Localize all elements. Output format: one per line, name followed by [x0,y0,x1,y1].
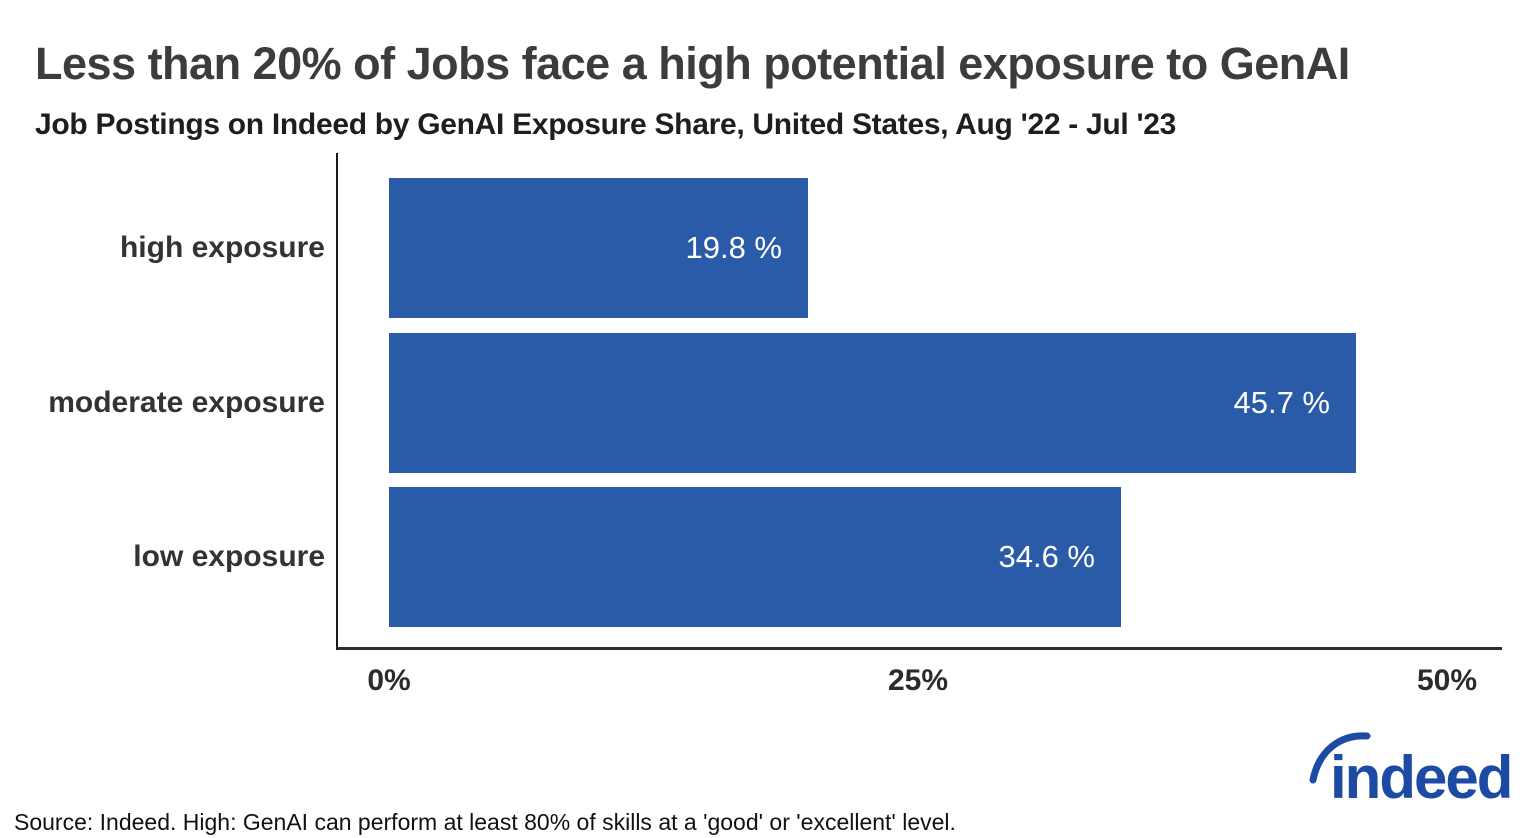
category-label-low-exposure: low exposure [133,540,325,573]
source-note-line1: Source: Indeed. High: GenAI can perform … [14,808,956,835]
bar-value-label-moderate-exposure: 45.7 % [1233,385,1330,420]
y-axis-line [336,153,338,650]
bar-value-label-low-exposure: 34.6 % [998,539,1095,574]
x-tick-label-0: 0% [367,664,411,697]
x-tick-label-50: 50% [1416,664,1478,697]
category-label-high-exposure: high exposure [119,231,325,264]
x-tick-label-25: 25% [887,664,949,697]
chart-subtitle: Job Postings on Indeed by GenAI Exposure… [35,108,1177,141]
bar-low-exposure: 34.6 % [389,487,1121,627]
x-axis-line [337,647,1502,650]
indeed-logo-arc-icon [1309,732,1371,784]
indeed-logo-text: indeed [1330,744,1511,811]
source-note: Source: Indeed. High: GenAI can perform … [14,746,956,838]
indeed-logo: indeed [1309,732,1513,811]
category-label-moderate-exposure: moderate exposure [48,386,325,419]
bar-value-label-high-exposure: 19.8 % [685,230,782,265]
bar-high-exposure: 19.8 % [389,178,808,318]
bar-moderate-exposure: 45.7 % [389,333,1356,473]
chart-title: Less than 20% of Jobs face a high potent… [35,38,1350,89]
